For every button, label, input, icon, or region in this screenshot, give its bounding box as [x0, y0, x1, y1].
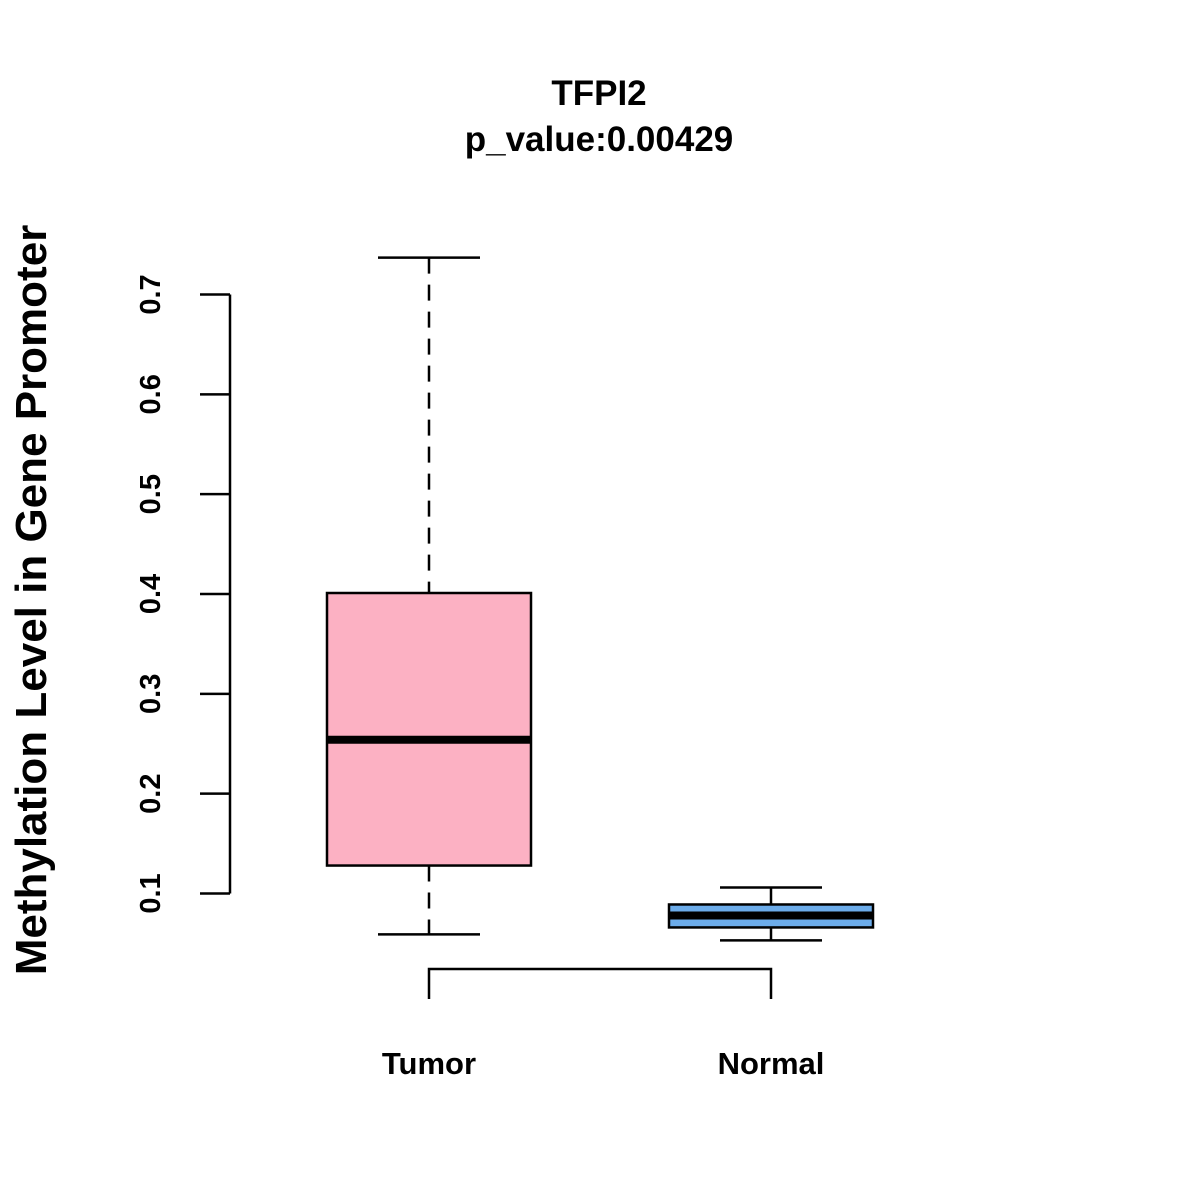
y-tick-label: 0.7	[135, 274, 167, 314]
y-tick-label: 0.6	[135, 374, 167, 414]
y-tick-label: 0.5	[135, 474, 167, 514]
y-axis-label: Methylation Level in Gene Promoter	[7, 225, 56, 976]
boxes	[325, 256, 875, 942]
chart-subtitle: p_value:0.00429	[465, 120, 734, 159]
category-label-tumor: Tumor	[382, 1046, 476, 1081]
box-tumor	[325, 256, 533, 936]
x-axis-categories: Tumor Normal	[382, 1046, 824, 1081]
bracket-line	[427, 967, 773, 999]
chart-title: TFPI2	[551, 74, 646, 113]
category-label-normal: Normal	[718, 1046, 825, 1081]
box-normal	[667, 886, 875, 942]
y-axis: 0.1 0.2 0.3 0.4 0.5 0.6 0.7	[135, 274, 232, 914]
y-tick-label: 0.4	[135, 574, 167, 614]
comparison-bracket	[427, 967, 773, 999]
y-tick-label: 0.2	[135, 774, 167, 814]
y-tick-label: 0.3	[135, 674, 167, 714]
y-tick-label: 0.1	[135, 873, 167, 913]
iqr-box	[325, 591, 533, 867]
